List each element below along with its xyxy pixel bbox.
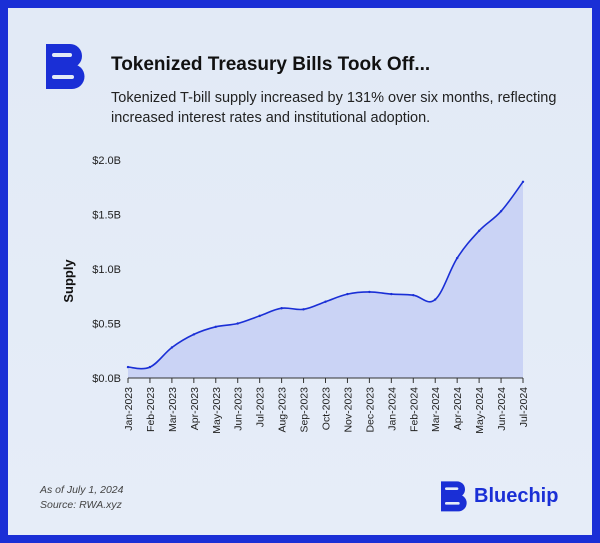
x-tick-label: Nov-2023 xyxy=(342,387,354,433)
data-point xyxy=(302,308,305,311)
y-axis-label: Supply xyxy=(61,259,76,303)
data-point xyxy=(499,210,503,213)
data-point xyxy=(412,293,415,297)
y-axis-ticks: $0.0B $0.5B $1.0B $1.5B $2.0B xyxy=(92,155,121,385)
supply-area xyxy=(128,181,523,378)
brand-logo: Bluechip xyxy=(438,480,558,512)
data-point xyxy=(346,292,349,296)
y-tick-label: $0.5B xyxy=(92,319,121,331)
x-tick-label: Feb-2023 xyxy=(145,387,157,432)
x-tick-label: Jun-2023 xyxy=(233,387,245,431)
x-tick-label: Jan-2023 xyxy=(123,387,135,431)
x-axis-ticks: Jan-2023 Feb-2023 Mar-2023 Apr-2023 May-2023… xyxy=(123,378,530,434)
y-tick-label: $0.0B xyxy=(92,373,121,385)
data-point xyxy=(126,365,130,369)
x-tick-label: Apr-2023 xyxy=(189,387,201,430)
brand-name: Bluechip xyxy=(474,484,559,507)
chart-title: Tokenized Treasury Bills Took Off... xyxy=(111,54,431,75)
data-point xyxy=(390,292,393,296)
data-point xyxy=(280,307,283,310)
data-point xyxy=(170,346,174,349)
data-point xyxy=(455,256,459,260)
bluechip-brand-icon xyxy=(441,481,467,512)
chart-subtitle: Tokenized T-bill supply increased by 131… xyxy=(111,90,557,126)
data-points xyxy=(126,180,525,369)
data-point xyxy=(521,180,525,183)
x-tick-label: Aug-2023 xyxy=(277,387,289,433)
y-tick-label: $1.5B xyxy=(92,210,121,222)
data-point xyxy=(324,300,327,303)
y-tick-label: $2.0B xyxy=(92,155,121,167)
x-tick-label: Mar-2023 xyxy=(167,387,179,432)
x-tick-label: Sep-2023 xyxy=(299,387,311,433)
data-point xyxy=(368,290,371,294)
x-tick-label: Dec-2023 xyxy=(364,387,376,433)
data-point xyxy=(434,298,437,301)
data-point xyxy=(192,333,196,336)
x-tick-label: Apr-2024 xyxy=(452,387,464,430)
data-point xyxy=(258,314,261,318)
data-point xyxy=(236,322,239,325)
as-of-note: As of July 1, 2024 xyxy=(40,484,124,496)
bluechip-logo-icon xyxy=(46,44,85,89)
x-tick-label: May-2023 xyxy=(211,387,223,434)
x-tick-label: Mar-2024 xyxy=(430,387,442,432)
x-tick-label: Jul-2023 xyxy=(255,387,267,427)
x-tick-label: Feb-2024 xyxy=(408,387,420,432)
data-point xyxy=(214,325,217,328)
y-tick-label: $1.0B xyxy=(92,264,121,276)
x-tick-label: Jul-2024 xyxy=(518,387,530,427)
x-tick-label: Oct-2023 xyxy=(321,387,333,430)
source-note: Source: RWA.xyz xyxy=(40,499,122,511)
data-point xyxy=(148,365,152,369)
data-point xyxy=(477,229,481,233)
x-tick-label: Jan-2024 xyxy=(386,387,398,431)
x-tick-label: May-2024 xyxy=(474,387,486,434)
x-tick-label: Jun-2024 xyxy=(496,387,508,431)
